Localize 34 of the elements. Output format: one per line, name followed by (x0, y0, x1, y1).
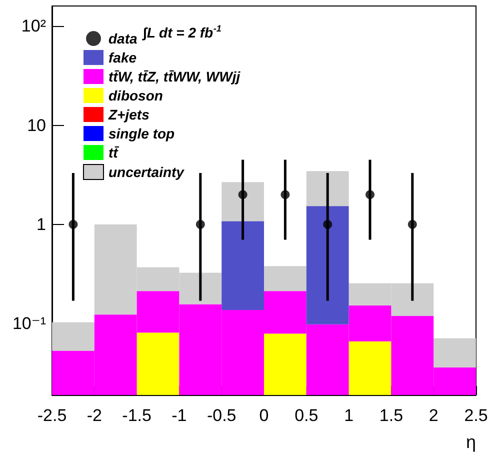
legend-label: fake (108, 50, 137, 66)
legend-label: uncertainty (108, 164, 186, 180)
bar (306, 206, 349, 324)
x-tick-label: -2 (86, 406, 102, 425)
legend-label: tt̄W, tt̄Z, tt̄WW, WWjj (108, 68, 242, 84)
y-tick-label: 1 (36, 214, 46, 234)
x-tick-label: 0 (259, 406, 269, 425)
bar (264, 266, 306, 292)
x-tick-label: 0.5 (294, 406, 318, 425)
bar (348, 341, 392, 395)
bar (136, 332, 180, 395)
x-tick-label: -1.5 (122, 406, 152, 425)
y-tick-label: 10² (21, 16, 46, 36)
legend-label: diboson (108, 88, 163, 104)
legend-label: data (108, 30, 138, 46)
legend-label: tt̄ (108, 144, 120, 160)
y-tick-label: 10 (27, 116, 46, 135)
bar (52, 322, 94, 351)
legend-label: single top (108, 126, 176, 142)
legend-label: Z+jets (108, 106, 150, 122)
x-tick-label: 2 (428, 406, 438, 425)
x-tick-label: -2.5 (37, 406, 67, 425)
x-tick-label: 2.5 (464, 406, 488, 425)
bar (222, 221, 264, 310)
x-axis-title: η (466, 432, 476, 452)
y-tick-label: 10⁻¹ (12, 314, 46, 334)
bar (264, 334, 306, 395)
x-tick-label: -0.5 (206, 406, 236, 425)
x-tick-label: 1.5 (379, 406, 404, 425)
x-tick-label: -1 (172, 406, 187, 425)
bar (434, 338, 476, 368)
x-tick-label: 1 (344, 406, 354, 425)
bar (306, 171, 349, 206)
bar (222, 182, 264, 222)
